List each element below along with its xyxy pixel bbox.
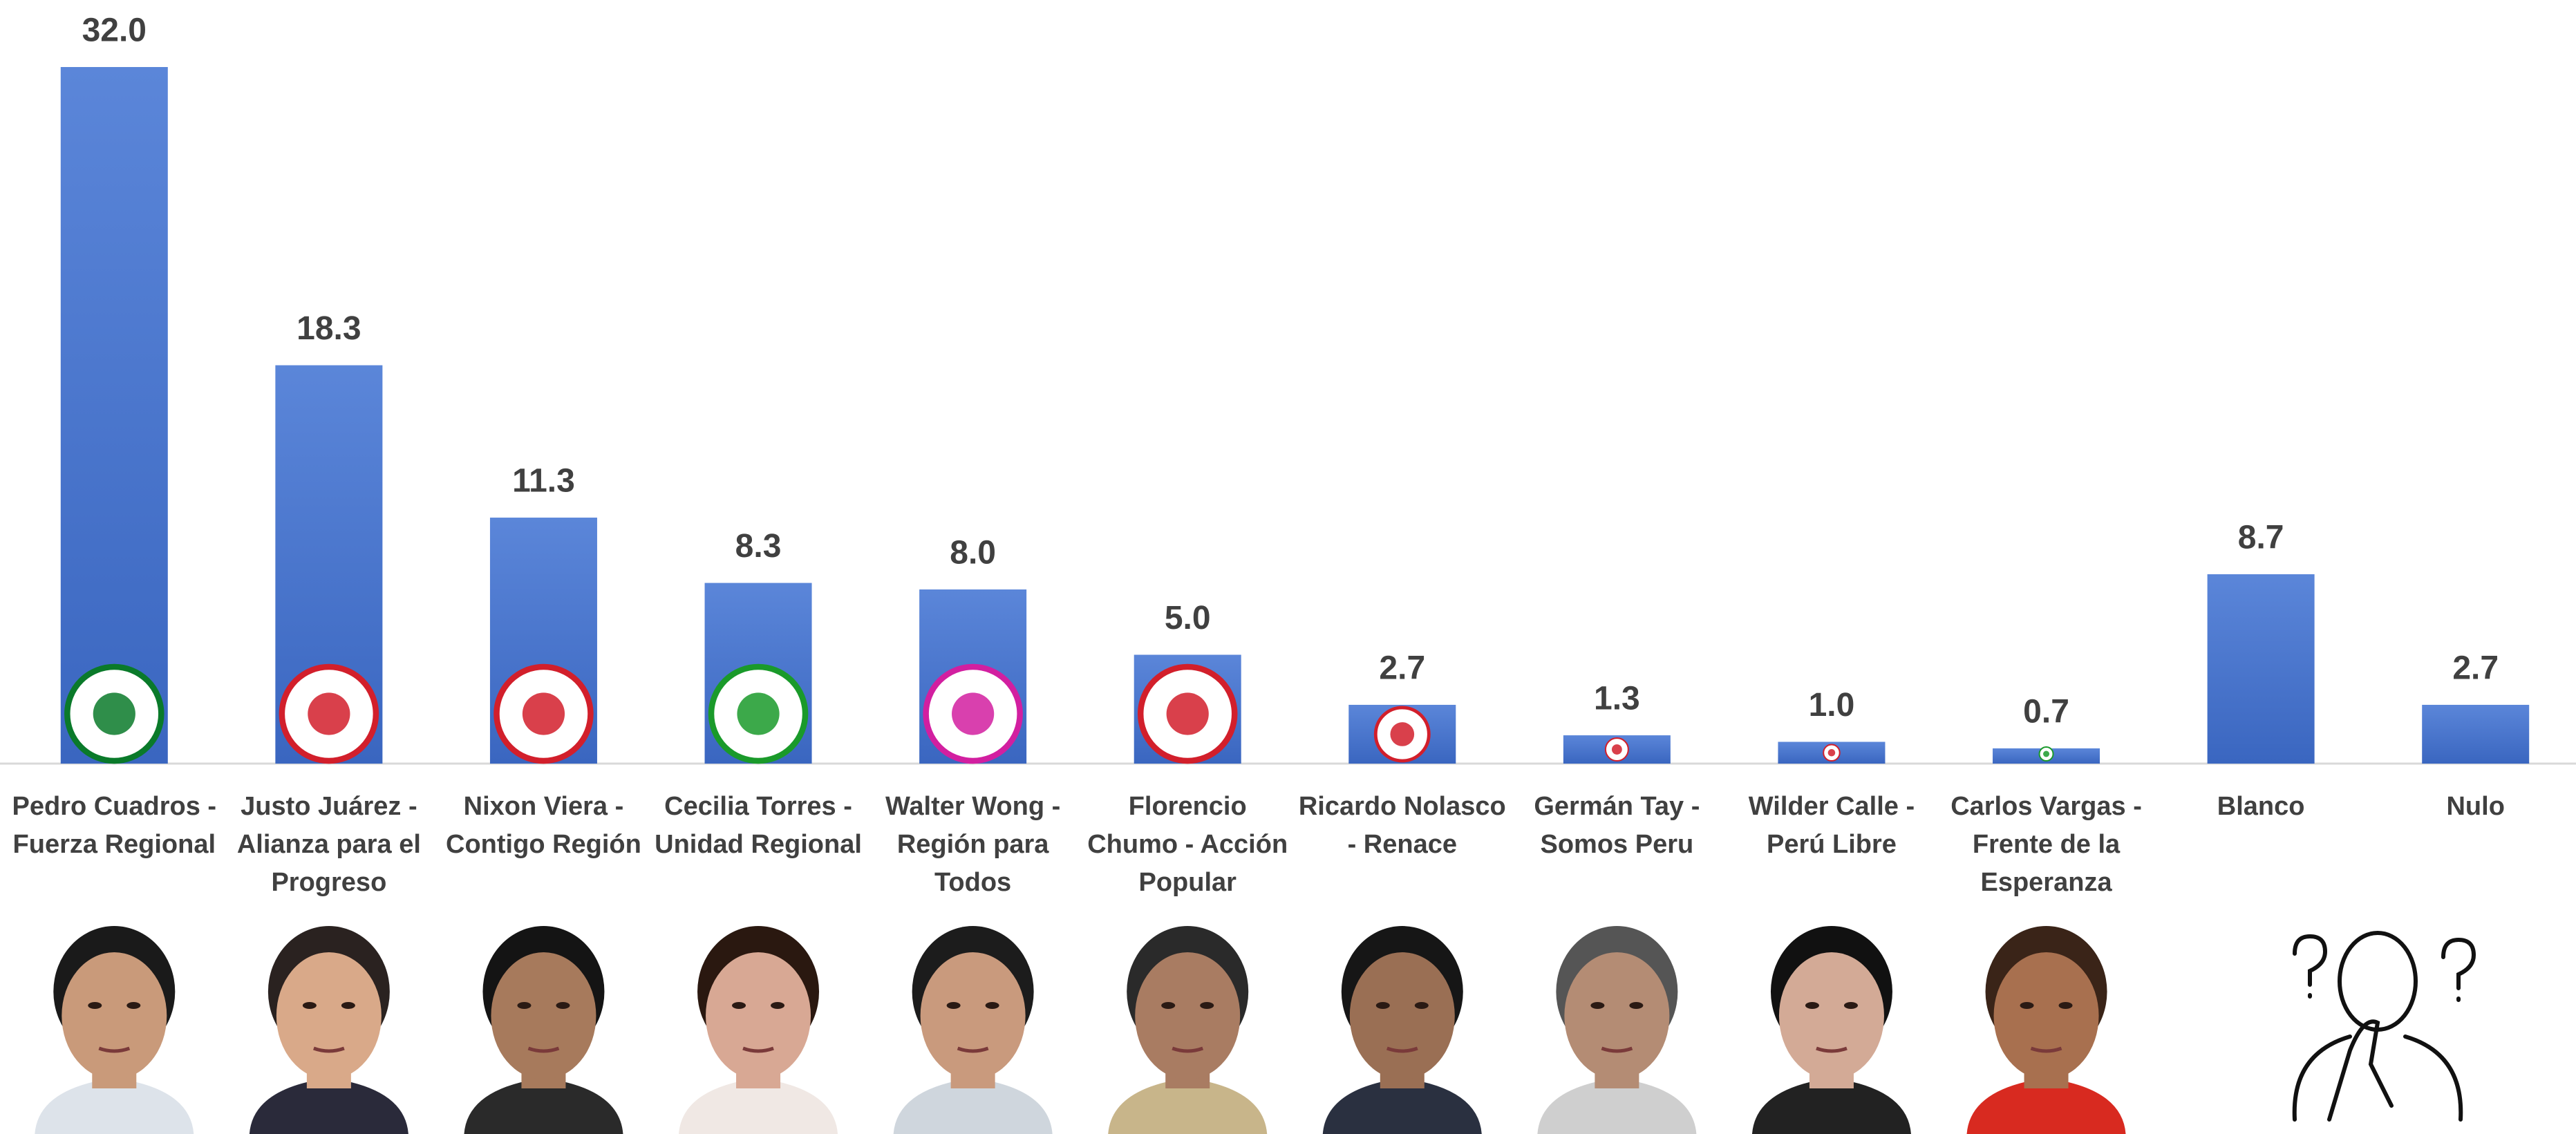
photo-eye (1805, 1002, 1819, 1009)
party-logo-mark (1167, 692, 1209, 735)
value-label: 2.7 (2452, 650, 2499, 687)
value-label: 8.3 (735, 528, 782, 565)
x-tick-label: Carlos Vargas - Frente de la Esperanza (1943, 788, 2150, 902)
value-label: 2.7 (1379, 650, 1425, 687)
page: 32.018.311.38.38.05.02.71.31.00.78.72.7 … (0, 0, 2576, 1134)
x-tick-label: Germán Tay - Somos Peru (1513, 788, 1720, 864)
photo-eye (986, 1002, 999, 1009)
value-label: 18.3 (297, 310, 361, 347)
x-tick-label: Florencio Chumo - Acción Popular (1084, 788, 1291, 902)
chart: 32.0 18.3 11.3 8.3 8.0 5.0 2.7 1.3 1.0 0.7 8.7 2.7 (0, 0, 2576, 1134)
value-label: 8.7 (2238, 520, 2284, 556)
party-logo-mark (1390, 722, 1414, 746)
photo-face (491, 952, 596, 1079)
photo-eye (303, 1002, 317, 1009)
photo-face (1994, 952, 2099, 1079)
photo-eye (1200, 1002, 1214, 1009)
photo-face (62, 952, 167, 1079)
value-label: 1.3 (1594, 681, 1640, 717)
party-logo-mark (523, 692, 565, 735)
candidate-photo (1752, 926, 1911, 1134)
photo-face (706, 952, 811, 1079)
undecided-icon (2295, 933, 2474, 1119)
x-tick-label: Ricardo Nolasco - Renace (1299, 788, 1506, 864)
bar (2422, 705, 2529, 764)
photo-eye (2020, 1002, 2034, 1009)
photo-face (276, 952, 382, 1079)
x-tick-label: Cecilia Torres - Unidad Regional (655, 788, 862, 864)
photo-eye (1376, 1002, 1390, 1009)
bar (2208, 574, 2315, 764)
x-tick-label: Wilder Calle - Perú Libre (1728, 788, 1935, 864)
candidate-photo (679, 926, 838, 1134)
icon-q2 (2443, 940, 2474, 1000)
photo-face (1564, 952, 1669, 1079)
photo-eye (126, 1002, 140, 1009)
party-logo-mark (737, 692, 779, 735)
photo-eye (732, 1002, 746, 1009)
x-tick-label: Blanco (2157, 788, 2365, 826)
value-label: 32.0 (82, 12, 147, 49)
x-tick-label: Walter Wong - Región para Todos (869, 788, 1077, 902)
candidate-photo (1108, 926, 1267, 1134)
candidate-photo (1323, 926, 1482, 1134)
icon-q1 (2295, 936, 2325, 996)
photo-eye (517, 1002, 531, 1009)
party-logo-mark (1612, 744, 1622, 755)
candidate-photo (35, 926, 194, 1134)
candidate-photo (464, 926, 623, 1134)
photo-eye (341, 1002, 355, 1009)
party-logo-mark (952, 692, 994, 735)
photo-face (1350, 952, 1455, 1079)
icon-hand (2329, 1021, 2391, 1119)
photo-eye (556, 1002, 570, 1009)
photo-face (1135, 952, 1240, 1079)
value-label: 11.3 (512, 463, 575, 500)
value-label: 1.0 (1809, 687, 1855, 724)
value-label: 5.0 (1165, 600, 1211, 636)
photo-eye (1590, 1002, 1604, 1009)
candidate-photo (1967, 926, 2126, 1134)
candidate-photo (894, 926, 1053, 1134)
value-label: 0.7 (2023, 694, 2069, 730)
photo-eye (1844, 1002, 1858, 1009)
photo-eye (947, 1002, 961, 1009)
photo-eye (771, 1002, 784, 1009)
photo-face (1779, 952, 1884, 1079)
photo-face (921, 952, 1026, 1079)
x-tick-label: Nixon Viera - Contigo Región (440, 788, 647, 864)
photo-eye (1161, 1002, 1175, 1009)
photo-eye (88, 1002, 102, 1009)
x-tick-label: Nulo (2372, 788, 2576, 826)
x-tick-label: Pedro Cuadros - Fuerza Regional (10, 788, 218, 864)
party-logo-mark (93, 692, 135, 735)
icon-head (2340, 933, 2416, 1030)
candidate-photo (1537, 926, 1696, 1134)
bar (61, 67, 168, 764)
party-logo-mark (308, 692, 350, 735)
value-label: 8.0 (950, 535, 996, 571)
candidate-photo (250, 926, 408, 1134)
x-tick-label: Justo Juárez - Alianza para el Progreso (225, 788, 433, 902)
photo-eye (1415, 1002, 1429, 1009)
party-logo-mark (1828, 749, 1836, 757)
photo-eye (2059, 1002, 2073, 1009)
photo-eye (1629, 1002, 1643, 1009)
party-logo-mark (2043, 751, 2049, 757)
